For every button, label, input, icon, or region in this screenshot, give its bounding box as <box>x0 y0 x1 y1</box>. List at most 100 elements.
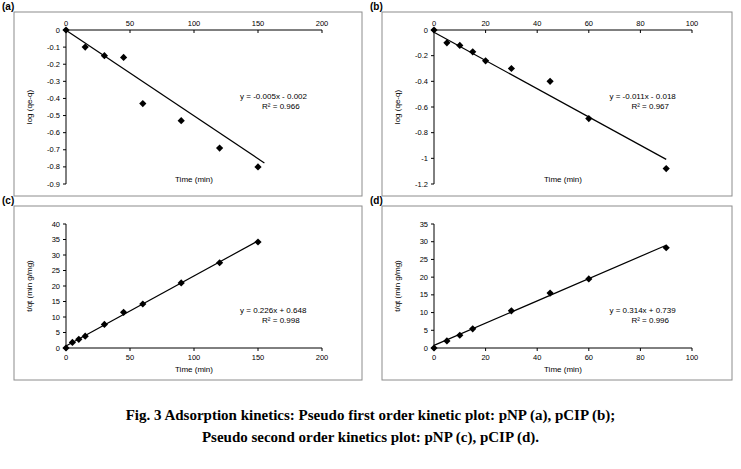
data-point <box>120 54 127 61</box>
y-axis-title: log (qe-q) <box>25 90 34 125</box>
x-tick <box>640 30 641 33</box>
y-tick <box>63 64 66 65</box>
y-tick <box>63 332 66 333</box>
y-tick <box>63 224 66 225</box>
x-tick <box>194 30 195 33</box>
y-tick-label: 0 <box>56 344 60 353</box>
x-axis-title: Time (min) <box>175 175 213 184</box>
x-tick-label: 100 <box>686 353 699 362</box>
y-tick-label: -0.1 <box>47 43 60 52</box>
y-tick-label: 35 <box>420 220 428 229</box>
equation: R² = 0.966 <box>262 102 300 111</box>
y-tick <box>431 107 434 108</box>
data-point <box>430 344 437 351</box>
y-tick-label: 20 <box>52 282 60 291</box>
y-tick-label: 0 <box>424 26 428 35</box>
y-tick <box>63 115 66 116</box>
y-tick-label: 15 <box>420 290 428 299</box>
equation: R² = 0.967 <box>631 102 669 111</box>
x-tick-label: 50 <box>126 19 134 28</box>
x-tick <box>640 348 641 351</box>
y-tick-label: -0.7 <box>47 145 60 154</box>
chart-area <box>14 206 362 380</box>
y-tick-label: 20 <box>420 273 428 282</box>
y-tick-label: 15 <box>52 297 60 306</box>
chart-area <box>14 12 362 196</box>
y-tick <box>63 270 66 271</box>
x-tick <box>588 30 589 33</box>
x-tick-label: 80 <box>636 19 644 28</box>
x-tick-label: 100 <box>188 19 201 28</box>
x-tick-label: 60 <box>585 19 593 28</box>
data-point <box>178 117 185 124</box>
x-tick <box>194 348 195 351</box>
data-point <box>508 65 515 72</box>
x-tick <box>322 348 323 351</box>
panel-label: (b) <box>370 1 383 12</box>
y-tick-label: 0 <box>424 344 428 353</box>
x-tick-label: 200 <box>316 19 329 28</box>
y-tick-label: -0.4 <box>415 77 428 86</box>
y-tick-label: -0.2 <box>415 51 428 60</box>
y-tick-label: -1 <box>421 154 428 163</box>
y-tick-label: 30 <box>420 237 428 246</box>
equation: y = -0.011x - 0.018 <box>609 92 676 101</box>
y-tick <box>431 330 434 331</box>
plot-data <box>62 26 264 170</box>
y-tick-label: 10 <box>52 313 60 322</box>
y-tick <box>63 184 66 185</box>
x-tick-label: 0 <box>64 353 68 362</box>
y-tick <box>431 277 434 278</box>
x-axis-title: Time (min) <box>544 175 582 184</box>
x-tick <box>258 348 259 351</box>
equation: R² = 0.996 <box>631 316 669 325</box>
y-tick <box>63 166 66 167</box>
y-tick <box>431 312 434 313</box>
x-tick-label: 100 <box>686 19 699 28</box>
caption: Fig. 3 Adsorption kinetics: Pseudo first… <box>126 407 616 424</box>
panel-label: (a) <box>2 1 14 12</box>
y-axis-title: t/qt (min g/mg) <box>393 260 402 312</box>
y-tick-label: -0.4 <box>47 94 60 103</box>
trend-line <box>66 241 258 346</box>
x-tick-label: 150 <box>252 19 265 28</box>
y-tick <box>63 149 66 150</box>
y-tick <box>63 301 66 302</box>
y-tick <box>63 286 66 287</box>
y-tick <box>431 294 434 295</box>
y-tick-label: -0.6 <box>47 128 60 137</box>
x-tick-label: 80 <box>636 353 644 362</box>
y-tick-label: 35 <box>52 235 60 244</box>
panel: (b)0-0.2-0.4-0.6-0.8-1-1.2020406080100Ti… <box>370 1 732 196</box>
y-tick-label: 10 <box>420 308 428 317</box>
x-tick-label: 40 <box>533 353 541 362</box>
y-tick-label: -0.2 <box>47 60 60 69</box>
data-point <box>216 144 223 151</box>
x-tick-label: 100 <box>188 353 201 362</box>
x-tick-label: 50 <box>126 353 134 362</box>
y-tick-label: 25 <box>52 266 60 275</box>
x-tick-label: 0 <box>432 353 436 362</box>
y-tick <box>431 158 434 159</box>
y-tick <box>431 241 434 242</box>
x-axis-title: Time (min) <box>175 365 213 374</box>
equation: R² = 0.998 <box>262 316 300 325</box>
data-point <box>139 100 146 107</box>
y-tick-label: 0 <box>56 26 60 35</box>
x-tick <box>130 30 131 33</box>
data-point <box>663 165 670 172</box>
x-tick <box>537 348 538 351</box>
y-tick-label: -0.3 <box>47 77 60 86</box>
y-tick-label: -0.5 <box>47 111 60 120</box>
y-tick-label: -0.9 <box>47 180 60 189</box>
trend-line <box>434 245 666 345</box>
y-axis-title: t/qt (min g/mg) <box>25 260 34 312</box>
data-point <box>663 244 670 251</box>
chart-area <box>382 12 732 196</box>
y-tick <box>431 224 434 225</box>
y-tick-label: -0.8 <box>415 128 428 137</box>
y-axis-title: log (qe-q) <box>393 90 402 125</box>
y-tick-label: 40 <box>52 220 60 229</box>
y-tick <box>63 255 66 256</box>
x-tick <box>485 348 486 351</box>
